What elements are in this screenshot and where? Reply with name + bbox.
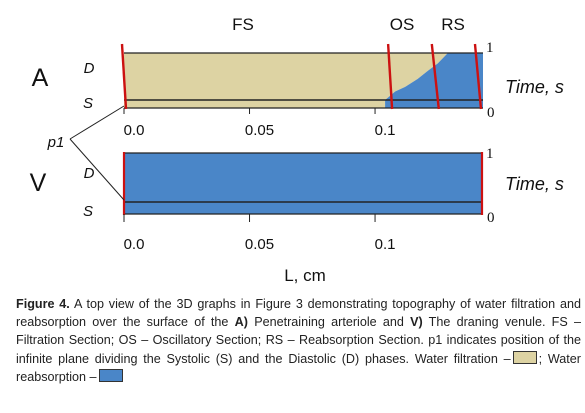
x-tick-label: 0.05 bbox=[245, 122, 274, 139]
panel-v bbox=[122, 152, 484, 215]
panel-label-a: A bbox=[32, 64, 49, 92]
filtration-swatch bbox=[512, 350, 537, 364]
figure-caption: Figure 4. A top view of the 3D graphs in… bbox=[16, 295, 581, 386]
caption-label: Figure 4. bbox=[16, 297, 70, 311]
region-label-fs: FS bbox=[232, 15, 254, 34]
reabsorption-swatch bbox=[98, 368, 123, 382]
p1-pointer-a bbox=[69, 105, 125, 140]
region-label-os: OS bbox=[390, 15, 415, 34]
caption-ref-v: V) bbox=[410, 315, 423, 330]
y-tick-a-0: 0 bbox=[487, 105, 495, 121]
phase-label-s-v: S bbox=[83, 203, 93, 220]
p1-label: p1 bbox=[47, 134, 65, 151]
caption-text-4: ; Water reabsorption – bbox=[16, 351, 582, 384]
y-tick-v-0: 0 bbox=[487, 210, 495, 226]
caption-text-1: A top view of the 3D graphs in Figure 3 … bbox=[16, 297, 582, 330]
region-label-rs: RS bbox=[441, 15, 465, 34]
x-tick-label: 0.0 bbox=[124, 236, 145, 253]
x-tick-label: 0.1 bbox=[375, 236, 396, 253]
p1-pointer-v bbox=[69, 138, 125, 201]
panel-label-v: V bbox=[30, 169, 47, 197]
y-axis-label-v: Time, s bbox=[505, 174, 564, 194]
figure-graphic: FS OS RS A V D S D S p1 0.0 0.05 0.1 0.0 0.… bbox=[30, 15, 564, 285]
y-axis-label-a: Time, s bbox=[505, 77, 564, 97]
x-ticks-v: 0.0 0.05 0.1 bbox=[123, 214, 396, 253]
x-tick-label: 0.0 bbox=[124, 122, 145, 139]
x-tick-label: 0.05 bbox=[245, 236, 274, 253]
region-boundary-line bbox=[430, 43, 440, 110]
y-tick-a-1: 1 bbox=[486, 40, 494, 56]
phase-label-d-v: D bbox=[84, 165, 95, 182]
phase-label-s-a: S bbox=[83, 95, 93, 112]
panel-a bbox=[120, 43, 483, 110]
region-boundary-line bbox=[473, 43, 483, 110]
filtration-area-a bbox=[124, 53, 448, 108]
reabsorption-area-v bbox=[124, 153, 483, 214]
region-boundaries-a bbox=[120, 43, 483, 110]
phase-label-d-a: D bbox=[84, 60, 95, 77]
x-tick-label: 0.1 bbox=[375, 122, 396, 139]
reabsorption-area-a bbox=[385, 53, 483, 108]
y-tick-v-1: 1 bbox=[486, 146, 494, 162]
region-boundary-line bbox=[386, 43, 394, 110]
x-ticks-a: 0.0 0.05 0.1 bbox=[123, 108, 396, 139]
caption-text-3: The draning venule. FS – Filtration Sect… bbox=[16, 315, 581, 366]
x-axis-label: L, cm bbox=[284, 266, 326, 285]
caption-ref-a: A) bbox=[234, 315, 248, 330]
region-boundary-line bbox=[120, 43, 128, 110]
caption-text-2: Penetraining arteriole and bbox=[247, 315, 411, 330]
